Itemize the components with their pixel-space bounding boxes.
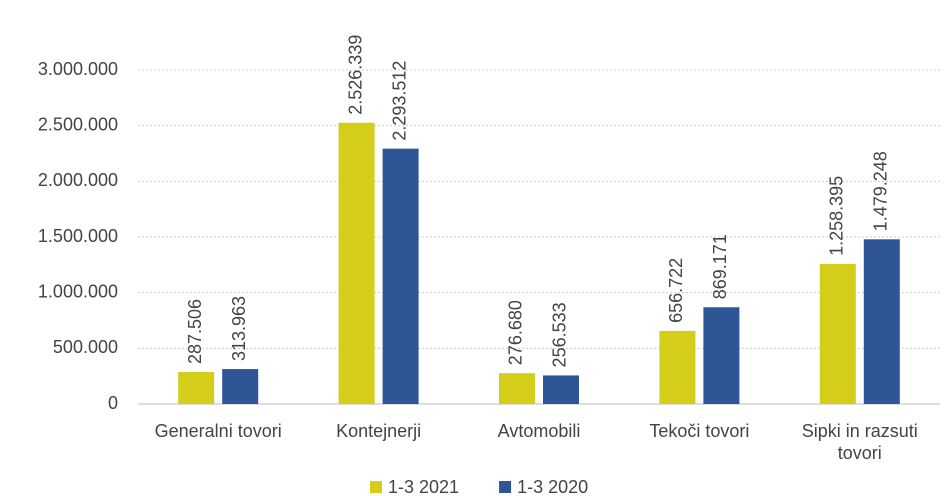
bar [222,369,259,404]
bar [382,148,419,404]
data-label: 2.526.339 [345,35,365,115]
x-tick-label: Avtomobili [497,421,581,441]
y-tick-label: 2.500.000 [38,114,118,134]
data-label: 313.963 [229,296,249,361]
x-tick-label: Generalni tovori [154,421,282,441]
data-label: 2.293.512 [389,61,409,141]
y-tick-label: 1.000.000 [38,281,118,301]
data-label: 656.722 [666,258,686,323]
x-tick-label: Sipki in razsuti tovori [801,421,918,463]
bar [659,330,696,404]
legend-swatch [499,481,512,493]
y-tick-label: 1.500.000 [38,226,118,246]
data-label: 1.479.248 [871,151,891,231]
bar [338,122,375,405]
y-tick-label: 3.000.000 [38,59,118,79]
data-label: 287.506 [185,299,205,364]
legend-label: 1-3 2021 [388,477,459,496]
x-tick-label: Kontejnerji [336,421,422,441]
bar [863,239,900,404]
bar [703,307,740,404]
bar [178,371,215,404]
y-tick-label: 500.000 [53,337,118,357]
x-tick-label: Tekoči tovori [649,421,750,441]
data-label: 1.258.395 [827,176,847,256]
y-tick-label: 2.000.000 [38,170,118,190]
bar [543,375,579,404]
data-label: 869.171 [710,234,730,299]
data-label: 256.533 [550,302,570,367]
y-tick-label: 0 [108,393,118,413]
legend-swatch [370,481,382,493]
legend-label: 1-3 2020 [517,477,588,496]
data-label: 276.680 [506,300,526,365]
bar [819,263,856,404]
bar [499,373,535,404]
